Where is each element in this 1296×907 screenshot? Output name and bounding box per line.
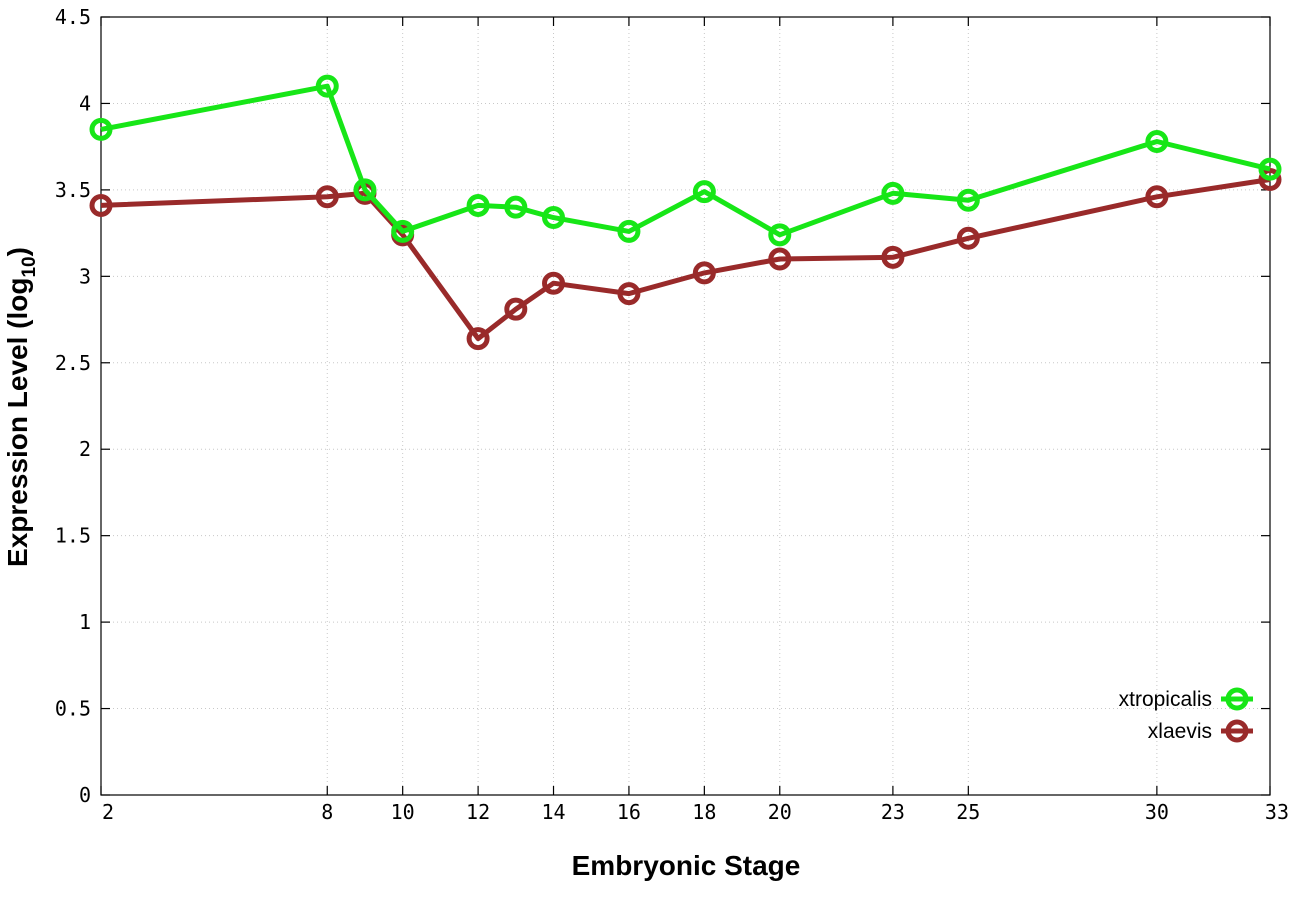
x-tick-label: 12 (466, 800, 490, 824)
x-tick-label: 10 (391, 800, 415, 824)
series-xlaevis (89, 168, 1282, 351)
data-point-xtropicalis (542, 206, 566, 230)
y-tick-label: 0.5 (55, 697, 91, 721)
data-point-xlaevis (881, 245, 905, 269)
y-tick-label: 1 (79, 610, 91, 634)
y-tick-label: 4.5 (55, 5, 91, 29)
data-point-xlaevis (1145, 185, 1169, 209)
x-tick-label: 20 (768, 800, 792, 824)
data-point-xtropicalis (353, 178, 377, 202)
data-point-xtropicalis (956, 188, 980, 212)
data-point-xtropicalis (504, 195, 528, 219)
x-tick-label: 8 (321, 800, 333, 824)
y-axis-title-sub: 10 (19, 256, 40, 277)
y-tick-label: 3 (79, 264, 91, 288)
x-axis-title: Embryonic Stage (572, 850, 801, 881)
x-tick-label: 30 (1145, 800, 1169, 824)
x-tick-label: 25 (956, 800, 980, 824)
x-tick-labels: 2 8 10 12 14 16 18 20 23 25 30 33 (102, 800, 1289, 824)
y-tick-label: 4 (79, 91, 91, 115)
data-point-xlaevis (956, 226, 980, 250)
x-tick-label: 23 (881, 800, 905, 824)
axis-ticks (100, 16, 1271, 796)
grid-lines (101, 17, 1270, 795)
data-point-xtropicalis (881, 181, 905, 205)
data-point-xtropicalis (466, 193, 490, 217)
legend: xtropicalis xlaevis (1119, 687, 1253, 743)
plot-frame (100, 16, 1271, 796)
y-axis-title: Expression Level (log10) (2, 247, 40, 567)
x-tick-label: 16 (617, 800, 641, 824)
data-point-xlaevis (89, 193, 113, 217)
data-point-xtropicalis (692, 180, 716, 204)
data-point-xlaevis (1258, 168, 1282, 192)
data-point-xlaevis (692, 261, 716, 285)
x-tick-label: 2 (102, 800, 114, 824)
data-point-xlaevis (768, 247, 792, 271)
y-tick-label: 2.5 (55, 351, 91, 375)
y-tick-label: 0 (79, 783, 91, 807)
y-tick-label: 1.5 (55, 524, 91, 548)
data-point-xlaevis (617, 282, 641, 306)
series-layer (89, 74, 1282, 351)
y-axis-title-end: ) (2, 247, 33, 256)
data-point-xlaevis (315, 185, 339, 209)
data-point-xtropicalis (391, 219, 415, 243)
y-tick-label: 2 (79, 437, 91, 461)
legend-marker-xtropicalis (1225, 687, 1249, 711)
y-tick-labels: 0 0.5 1 1.5 2 2.5 3 3.5 4 4.5 (55, 5, 91, 807)
data-point-xlaevis (542, 271, 566, 295)
data-point-xtropicalis (315, 74, 339, 98)
series-xtropicalis (89, 74, 1282, 247)
legend-label-xlaevis: xlaevis (1148, 720, 1212, 743)
data-point-xtropicalis (768, 223, 792, 247)
data-point-xlaevis (504, 297, 528, 321)
data-point-xtropicalis (89, 117, 113, 141)
data-point-xtropicalis (1258, 157, 1282, 181)
legend-label-xtropicalis: xtropicalis (1119, 688, 1212, 711)
y-tick-label: 3.5 (55, 178, 91, 202)
y-axis-title-main: Expression Level (log (2, 278, 33, 567)
x-tick-label: 14 (541, 800, 565, 824)
data-point-xlaevis (466, 327, 490, 351)
data-point-xtropicalis (1145, 129, 1169, 153)
legend-marker-xlaevis (1225, 719, 1249, 743)
data-point-xtropicalis (617, 219, 641, 243)
x-tick-label: 18 (692, 800, 716, 824)
x-tick-label: 33 (1265, 800, 1289, 824)
